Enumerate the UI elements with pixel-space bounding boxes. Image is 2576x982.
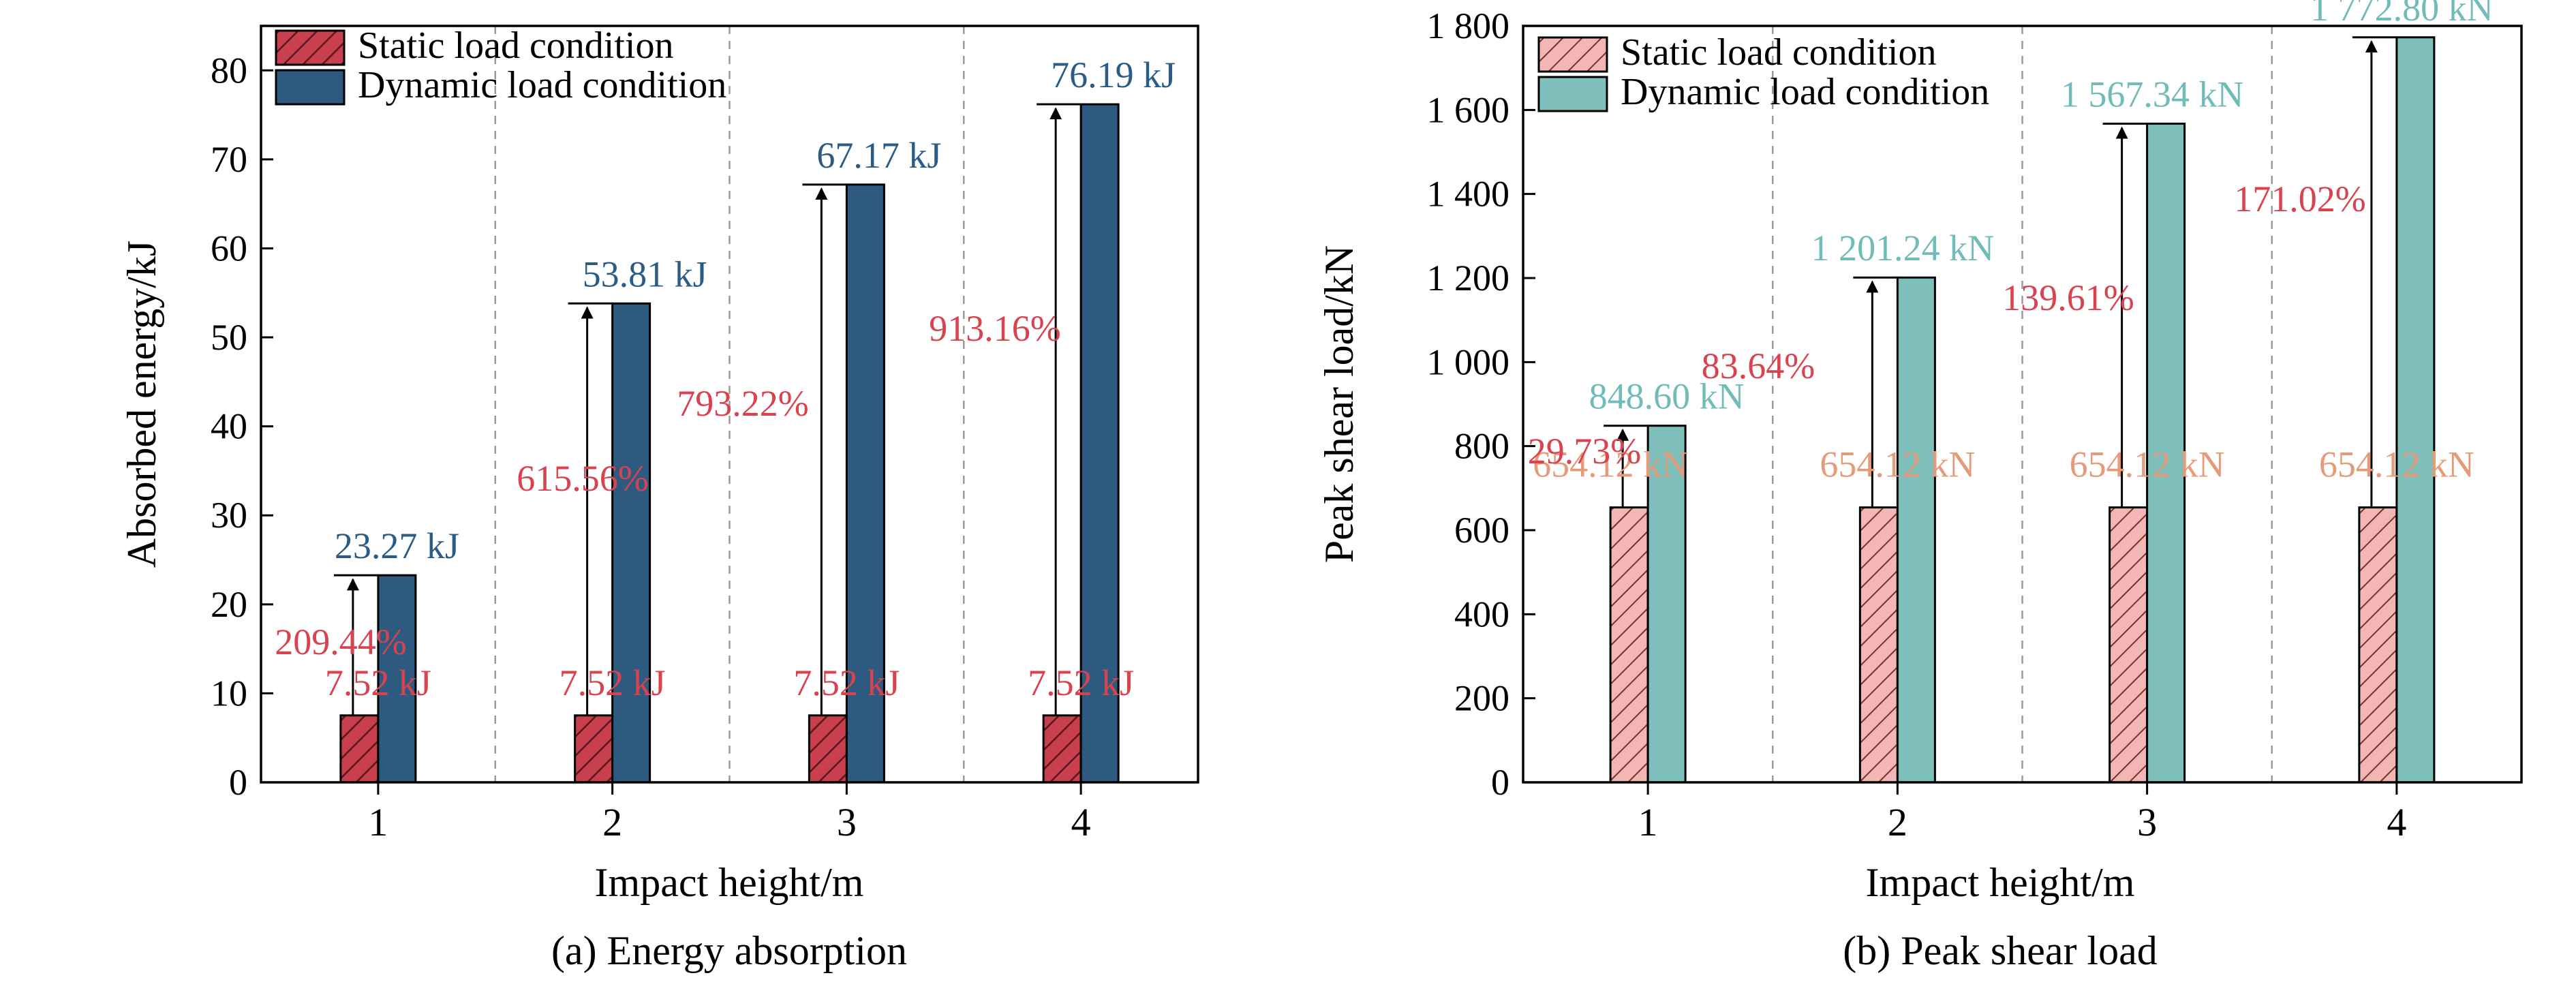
- y-tick-label: 0: [229, 762, 247, 803]
- bar-dynamic: [2395, 36, 2436, 784]
- legend-label-static: Static load condition: [1621, 31, 1936, 74]
- y-tick-label: 1 800: [1427, 5, 1510, 46]
- dynamic-value-label: 848.60 kN: [1589, 376, 1745, 417]
- y-axis-label: Absorbed energy/kJ: [119, 241, 164, 568]
- bar-static: [574, 714, 614, 784]
- bar-dynamic: [611, 302, 651, 784]
- static-value-label: 654.12 kN: [2319, 444, 2474, 485]
- legend-swatch-dynamic: [275, 69, 346, 106]
- x-tick-label: 2: [1888, 800, 1907, 844]
- bar-dynamic: [2146, 122, 2186, 784]
- bar-static: [339, 714, 380, 784]
- x-tick-label: 1: [1638, 800, 1658, 844]
- x-tick-label: 1: [368, 800, 388, 844]
- plot-frame: [1522, 25, 2523, 784]
- y-tick-label: 1 000: [1427, 341, 1510, 382]
- y-tick-label: 20: [211, 584, 247, 625]
- static-value-label: 654.12 kN: [2070, 444, 2225, 485]
- x-axis-label: Impact height/m: [1866, 860, 2135, 905]
- y-tick-label: 0: [1491, 762, 1509, 803]
- static-value-label: 7.52 kJ: [325, 662, 431, 703]
- y-tick-label: 1 200: [1427, 258, 1510, 298]
- increase-percent-label: 83.64%: [1702, 346, 1815, 386]
- dynamic-value-label: 1 772.80 kN: [2310, 0, 2494, 29]
- increase-percent-label: 171.02%: [2234, 179, 2365, 219]
- x-tick-label: 2: [602, 800, 622, 844]
- increase-percent-label: 29.73%: [1528, 431, 1641, 472]
- x-tick-label: 4: [2387, 800, 2406, 844]
- bar-static: [2358, 506, 2398, 784]
- y-tick-label: 1 400: [1427, 174, 1510, 215]
- y-tick-label: 80: [211, 50, 247, 91]
- y-tick-label: 60: [211, 228, 247, 268]
- dynamic-value-label: 23.27 kJ: [335, 525, 459, 566]
- legend-swatch-static: [275, 29, 346, 66]
- y-tick-label: 800: [1454, 426, 1509, 467]
- legend-label-dynamic: Dynamic load condition: [358, 64, 726, 106]
- plot-frame: [260, 25, 1199, 784]
- bar-static: [1858, 506, 1899, 784]
- static-value-label: 7.52 kJ: [1028, 662, 1134, 703]
- x-tick-label: 3: [837, 800, 857, 844]
- static-value-label: 654.12 kN: [1533, 444, 1688, 485]
- y-tick-label: 600: [1454, 510, 1509, 551]
- y-tick-label: 40: [211, 406, 247, 447]
- increase-percent-label: 793.22%: [677, 383, 808, 424]
- increase-percent-label: 209.44%: [275, 622, 406, 662]
- y-tick-label: 10: [211, 673, 247, 714]
- legend-label-dynamic: Dynamic load condition: [1621, 71, 1989, 113]
- dynamic-value-label: 53.81 kJ: [583, 254, 707, 294]
- chart-peak-shear-load: 0 200 400 600 800 1 000 1 200 1 400 1 600 1 800 1 2…: [1317, 0, 2523, 973]
- bar-static: [808, 714, 848, 784]
- dynamic-value-label: 67.17 kJ: [816, 135, 941, 176]
- increase-percent-label: 615.56%: [517, 458, 648, 499]
- x-axis-label: Impact height/m: [595, 860, 864, 905]
- x-tick-label: 3: [2137, 800, 2157, 844]
- legend-swatch-static: [1537, 36, 1608, 73]
- y-tick-label: 400: [1454, 594, 1509, 634]
- bar-static: [1609, 506, 1649, 784]
- increase-percent-label: 913.16%: [929, 308, 1060, 349]
- y-axis-label: Peak shear load/kN: [1317, 245, 1362, 564]
- dynamic-value-label: 1 201.24 kN: [1811, 228, 1995, 268]
- chart-caption: (b) Peak shear load: [1843, 928, 2157, 973]
- increase-percent-label: 139.61%: [2002, 277, 2134, 318]
- legend-label-static: Static load condition: [358, 25, 673, 67]
- x-tick-label: 4: [1071, 800, 1091, 844]
- static-value-label: 7.52 kJ: [793, 662, 900, 703]
- y-tick-label: 50: [211, 317, 247, 358]
- bar-dynamic: [845, 183, 885, 784]
- y-tick-label: 70: [211, 139, 247, 180]
- legend-swatch-dynamic: [1537, 76, 1608, 112]
- y-tick-label: 200: [1454, 678, 1509, 719]
- chart-caption: (a) Energy absorption: [551, 928, 907, 973]
- dynamic-value-label: 76.19 kJ: [1051, 55, 1176, 95]
- y-tick-label: 30: [211, 495, 247, 536]
- bar-dynamic: [1896, 276, 1936, 784]
- y-tick-label: 1 600: [1427, 89, 1510, 130]
- static-value-label: 7.52 kJ: [559, 662, 666, 703]
- bar-static: [1042, 714, 1082, 784]
- bar-static: [2109, 506, 2149, 784]
- dynamic-value-label: 1 567.34 kN: [2061, 74, 2244, 114]
- static-value-label: 654.12 kN: [1820, 444, 1975, 485]
